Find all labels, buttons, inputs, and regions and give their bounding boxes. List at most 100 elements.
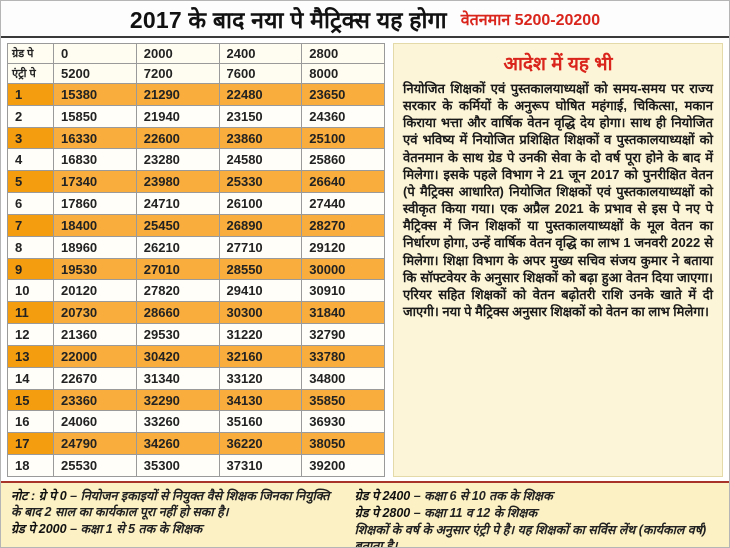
order-panel: आदेश में यह भी नियोजित शिक्षकों एवं पुस्… bbox=[393, 43, 723, 477]
pay-value: 27710 bbox=[218, 235, 303, 259]
pay-value: 18400 bbox=[53, 213, 137, 237]
table-row: 14 22670 31340 33120 34800 bbox=[7, 366, 385, 390]
pay-value: 15850 bbox=[53, 104, 137, 128]
table-row: 3 16330 22600 23860 25100 bbox=[7, 126, 385, 150]
notes-left-column: नोट : ग्रे पे 0 – नियोजन इकाइयों से नियु… bbox=[11, 488, 337, 544]
row-serial: 17 bbox=[7, 432, 54, 456]
pay-value: 25100 bbox=[301, 126, 385, 150]
order-panel-body: नियोजित शिक्षकों एवं पुस्तकालयाध्यक्षों … bbox=[403, 81, 713, 320]
grade-pay-value: 2000 bbox=[135, 43, 220, 64]
table-row: 8 18960 26210 27710 29120 bbox=[7, 235, 385, 259]
pay-value: 20730 bbox=[53, 301, 137, 325]
row-serial: 12 bbox=[7, 323, 54, 346]
pay-matrix-table-wrap: ग्रेड पे 0 2000 2400 2800 एंट्री पे 5200… bbox=[7, 43, 385, 477]
row-serial: 18 bbox=[7, 454, 54, 477]
pay-table-body: 1 15380 21290 22480 23650 2 15850 21940 23150 243… bbox=[7, 83, 385, 477]
row-serial: 5 bbox=[7, 170, 54, 194]
pay-value: 33260 bbox=[135, 410, 220, 434]
pay-value: 16830 bbox=[53, 148, 137, 172]
entry-pay-header-row: एंट्री पे 5200 7200 7600 8000 bbox=[7, 63, 385, 84]
pay-value: 23980 bbox=[135, 170, 220, 194]
table-row: 12 21360 29530 31220 32790 bbox=[7, 323, 385, 346]
pay-value: 20120 bbox=[53, 279, 137, 303]
table-row: 2 15850 21940 23150 24360 bbox=[7, 104, 385, 128]
grade-pay-label: ग्रेड पे bbox=[7, 43, 54, 64]
table-row: 5 17340 23980 25330 26640 bbox=[7, 170, 385, 194]
row-serial: 4 bbox=[7, 148, 54, 172]
main-content: ग्रेड पे 0 2000 2400 2800 एंट्री पे 5200… bbox=[1, 38, 729, 481]
note-text: – कक्षा 6 से 10 तक के शिक्षक bbox=[413, 489, 553, 503]
pay-value: 25530 bbox=[53, 454, 137, 477]
pay-value: 26210 bbox=[135, 235, 220, 259]
pay-scale-label: वेतनमान 5200-20200 bbox=[460, 11, 601, 29]
pay-value: 25860 bbox=[301, 148, 385, 172]
pay-value: 34260 bbox=[135, 432, 220, 456]
note-label: ग्रेड पे 2800 bbox=[354, 506, 411, 520]
pay-value: 25330 bbox=[218, 170, 303, 194]
row-serial: 14 bbox=[7, 366, 54, 390]
pay-value: 19530 bbox=[53, 257, 137, 281]
row-serial: 8 bbox=[7, 235, 54, 259]
table-row: 4 16830 23280 24580 25860 bbox=[7, 148, 385, 172]
pay-value: 21940 bbox=[135, 104, 220, 128]
pay-value: 34130 bbox=[218, 388, 303, 412]
pay-value: 27820 bbox=[135, 279, 220, 303]
page-header: 2017 के बाद नया पे मैट्रिक्स यह होगा वेत… bbox=[1, 1, 729, 38]
row-serial: 16 bbox=[7, 410, 54, 434]
pay-value: 24060 bbox=[53, 410, 137, 434]
table-row: 15 23360 32290 34130 35850 bbox=[7, 388, 385, 412]
notes-section: नोट : ग्रे पे 0 – नियोजन इकाइयों से नियु… bbox=[1, 481, 729, 547]
entry-pay-label: एंट्री पे bbox=[7, 63, 54, 84]
note-text: – नियोजन इकाइयों से नियुक्त वैसे शिक्षक … bbox=[11, 489, 330, 519]
notes-right-column: ग्रेड पे 2400 – कक्षा 6 से 10 तक के शिक्… bbox=[354, 488, 719, 547]
table-row: 11 20730 28660 30300 31840 bbox=[7, 301, 385, 325]
pay-value: 26890 bbox=[218, 213, 303, 237]
row-serial: 1 bbox=[7, 83, 54, 106]
pay-value: 31840 bbox=[301, 301, 385, 325]
pay-value: 27010 bbox=[135, 257, 220, 281]
pay-value: 22480 bbox=[218, 83, 303, 106]
note-prefix: नोट : bbox=[11, 489, 36, 503]
pay-value: 24580 bbox=[218, 148, 303, 172]
table-row: 1 15380 21290 22480 23650 bbox=[7, 83, 385, 106]
pay-value: 18960 bbox=[53, 235, 137, 259]
table-row: 18 25530 35300 37310 39200 bbox=[7, 454, 385, 477]
pay-value: 35160 bbox=[218, 410, 303, 434]
pay-value: 30910 bbox=[301, 279, 385, 303]
row-serial: 6 bbox=[7, 192, 54, 215]
pay-value: 23280 bbox=[135, 148, 220, 172]
pay-matrix-table: ग्रेड पे 0 2000 2400 2800 एंट्री पे 5200… bbox=[7, 43, 385, 477]
pay-value: 16330 bbox=[53, 126, 137, 150]
pay-value: 29120 bbox=[301, 235, 385, 259]
pay-value: 22600 bbox=[135, 126, 220, 150]
entry-pay-value: 7200 bbox=[135, 63, 220, 84]
grade-pay-header-row: ग्रेड पे 0 2000 2400 2800 bbox=[7, 43, 385, 64]
pay-value: 24790 bbox=[53, 432, 137, 456]
table-row: 6 17860 24710 26100 27440 bbox=[7, 192, 385, 215]
pay-value: 31220 bbox=[218, 323, 303, 346]
pay-value: 33120 bbox=[218, 366, 303, 390]
pay-value: 31340 bbox=[135, 366, 220, 390]
grade-pay-value: 2800 bbox=[301, 43, 385, 64]
pay-value: 28660 bbox=[135, 301, 220, 325]
table-row: 7 18400 25450 26890 28270 bbox=[7, 213, 385, 237]
pay-value: 26100 bbox=[218, 192, 303, 215]
pay-value: 21360 bbox=[53, 323, 137, 346]
table-row: 17 24790 34260 36220 38050 bbox=[7, 432, 385, 456]
pay-value: 32290 bbox=[135, 388, 220, 412]
pay-value: 21290 bbox=[135, 83, 220, 106]
pay-value: 17340 bbox=[53, 170, 137, 194]
row-serial: 7 bbox=[7, 213, 54, 237]
note-label: ग्रेड पे 2000 bbox=[11, 522, 67, 536]
pay-value: 17860 bbox=[53, 192, 137, 215]
pay-value: 23150 bbox=[218, 104, 303, 128]
pay-value: 27440 bbox=[301, 192, 385, 215]
pay-value: 29530 bbox=[135, 323, 220, 346]
pay-value: 30000 bbox=[301, 257, 385, 281]
pay-value: 23360 bbox=[53, 388, 137, 412]
pay-value: 15380 bbox=[53, 83, 137, 106]
pay-value: 22670 bbox=[53, 366, 137, 390]
table-row: 13 22000 30420 32160 33780 bbox=[7, 344, 385, 368]
row-serial: 10 bbox=[7, 279, 54, 303]
pay-value: 28550 bbox=[218, 257, 303, 281]
